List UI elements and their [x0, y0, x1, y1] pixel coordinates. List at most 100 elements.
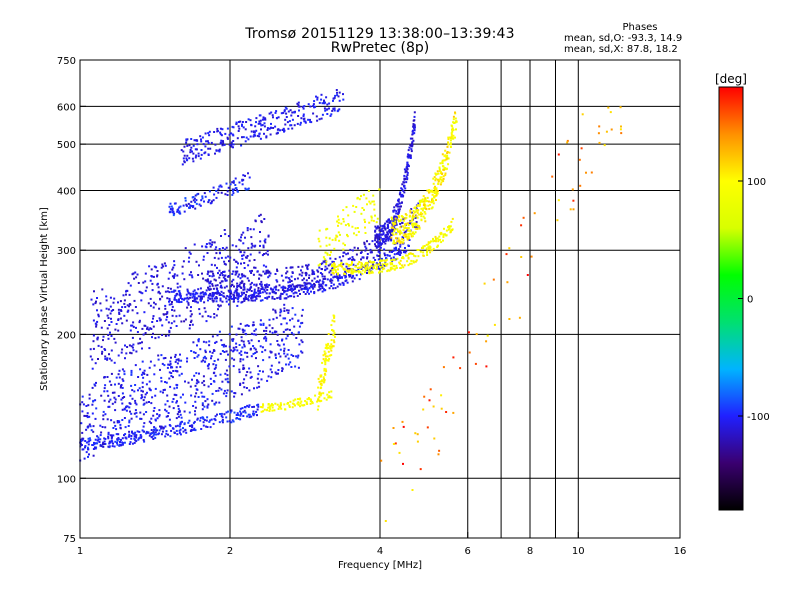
echo-point [82, 403, 85, 406]
echo-point [336, 265, 339, 268]
echo-point [397, 200, 400, 203]
echo-point [199, 299, 202, 302]
echo-point [243, 409, 246, 412]
echo-point [341, 265, 343, 268]
echo-point [165, 313, 168, 316]
echo-point [195, 392, 198, 395]
echo-point [260, 221, 263, 224]
echo-point [110, 359, 113, 362]
echo-point [109, 312, 112, 315]
echo-point [165, 432, 168, 435]
echo-point [237, 275, 240, 278]
echo-point [366, 265, 369, 268]
echo-point [123, 434, 125, 437]
echo-point [217, 291, 219, 294]
echo-point [377, 250, 380, 253]
echo-point [353, 259, 356, 262]
echo-point [242, 288, 245, 291]
echo-point [231, 338, 234, 341]
echo-point [231, 181, 234, 184]
echo-point [338, 99, 341, 102]
echo-point [164, 307, 167, 310]
echo-point [262, 403, 264, 406]
echo-point [129, 284, 132, 287]
echo-point [146, 326, 149, 329]
echo-point [294, 278, 296, 281]
echo-point [240, 339, 243, 342]
echo-point [141, 371, 144, 374]
echo-point [218, 148, 221, 151]
echo-point [242, 178, 245, 181]
echo-point [289, 319, 291, 322]
echo-point [168, 377, 171, 380]
x-tick-label: 6 [465, 546, 471, 557]
echo-point [234, 273, 237, 276]
echo-point [344, 280, 347, 283]
echo-point [239, 418, 242, 421]
echo-point [335, 275, 338, 278]
echo-point [150, 422, 153, 425]
echo-point [409, 137, 412, 140]
echo-point [414, 227, 417, 230]
echo-point [313, 285, 316, 288]
echo-point [102, 441, 105, 444]
echo-point [326, 355, 329, 358]
echo-point [92, 448, 95, 450]
echo-point [221, 144, 224, 147]
echo-point [232, 181, 235, 184]
echo-point [332, 99, 334, 102]
echo-point [257, 373, 260, 376]
echo-point [172, 407, 175, 410]
echo-point [156, 282, 159, 285]
echo-point [290, 285, 293, 287]
echo-point [285, 272, 288, 275]
echo-point [183, 320, 186, 323]
echo-point [307, 118, 310, 121]
echo-point [161, 324, 164, 327]
echo-point [215, 252, 218, 255]
echo-point [260, 378, 263, 381]
echo-point [297, 265, 300, 268]
echo-point [281, 370, 284, 372]
phase-stats: Phases mean, sd,O: -93.3, 14.9 mean, sd,… [560, 22, 720, 55]
echo-point [243, 262, 246, 264]
echo-point [268, 274, 271, 277]
echo-point [412, 129, 414, 132]
echo-point [283, 291, 286, 294]
echo-point [190, 205, 193, 207]
echo-point [122, 294, 125, 297]
echo-point [155, 266, 158, 269]
echo-point [242, 174, 245, 177]
echo-point [425, 243, 428, 246]
echo-point [418, 205, 421, 207]
echo-point [169, 287, 172, 290]
echo-point [232, 140, 235, 142]
echo-point [124, 436, 127, 439]
echo-point [209, 147, 212, 150]
echo-point [347, 271, 350, 273]
echo-point [291, 283, 294, 286]
echo-point [184, 401, 187, 404]
echo-point [114, 440, 117, 443]
echo-point [153, 433, 156, 436]
echo-point [251, 295, 254, 298]
echo-point [368, 267, 371, 270]
echo-point [178, 206, 181, 209]
echo-point [328, 271, 331, 274]
echo-point [204, 400, 207, 403]
echo-point [430, 207, 433, 210]
echo-point [451, 217, 454, 220]
echo-point [384, 222, 387, 225]
echo-point [138, 387, 141, 390]
echo-point [259, 244, 261, 247]
echo-point [370, 215, 373, 218]
echo-point [374, 245, 377, 247]
echo-point [226, 374, 229, 377]
echo-point [246, 229, 249, 232]
echo-point [144, 332, 147, 334]
echo-point [104, 355, 107, 358]
echo-point [219, 299, 222, 302]
echo-point [603, 144, 606, 147]
echo-point [213, 193, 216, 196]
echo-point [374, 229, 377, 232]
